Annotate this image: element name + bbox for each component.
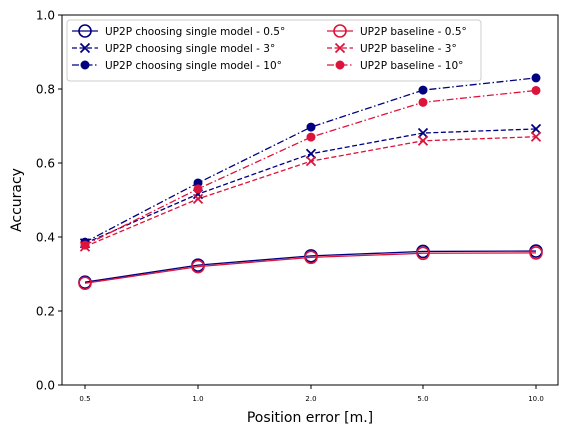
legend: UP2P choosing single model - 0.5° UP2P ch… xyxy=(66,19,482,82)
x-marker-stroke xyxy=(530,131,542,142)
data-point xyxy=(193,184,203,194)
y-tick-label: 1.0 xyxy=(36,9,55,23)
y-tick-label: 0.8 xyxy=(36,83,55,97)
data-point xyxy=(529,246,543,260)
data-point xyxy=(80,240,90,250)
x-tick-label: 2.0 xyxy=(305,395,316,403)
x-axis-label: Position error [m.] xyxy=(247,410,373,426)
y-tick-label: 0.4 xyxy=(36,231,55,245)
data-point xyxy=(306,122,316,132)
data-point xyxy=(191,259,205,274)
x-marker-stroke xyxy=(417,135,429,146)
legend-label: UP2P baseline - 10° xyxy=(360,60,463,72)
x-tick-label: 5.0 xyxy=(417,395,428,403)
x-marker-stroke xyxy=(530,123,542,135)
x-marker-stroke xyxy=(79,42,91,54)
legend-box xyxy=(66,19,482,82)
legend-entry: UP2P baseline - 3° xyxy=(327,42,457,55)
data-point xyxy=(304,250,318,265)
x-marker-stroke xyxy=(334,42,346,54)
y-tick-label: 0.2 xyxy=(36,305,55,319)
x-marker-stroke xyxy=(305,148,317,159)
legend-label: UP2P choosing single model - 0.5° xyxy=(105,26,285,38)
legend-marker xyxy=(80,60,90,70)
series-6 xyxy=(80,85,541,250)
y-axis-ticks: 0.0 0.2 0.4 0.6 0.8 1.0 xyxy=(36,9,62,393)
legend-entry: UP2P choosing single model - 0.5° xyxy=(72,24,285,38)
data-point xyxy=(416,246,430,261)
legend-entry: UP2P baseline - 10° xyxy=(327,60,463,72)
legend-entry: UP2P choosing single model - 10° xyxy=(72,60,282,72)
data-point xyxy=(192,193,204,205)
legend-marker xyxy=(333,24,347,38)
data-point xyxy=(305,156,317,167)
x-axis-ticks: 0.5 1.0 2.0 5.0 10.0 xyxy=(79,385,544,403)
legend-entry: UP2P choosing single model - 3° xyxy=(72,42,275,55)
series-4 xyxy=(78,246,543,291)
series-line xyxy=(84,89,537,246)
data-point xyxy=(417,135,429,146)
series-layer xyxy=(78,73,543,291)
data-point xyxy=(306,132,316,142)
data-point xyxy=(530,131,542,142)
legend-entry: UP2P baseline - 0.5° xyxy=(327,24,467,38)
data-point xyxy=(418,85,428,95)
data-point xyxy=(305,148,317,159)
legend-label: UP2P baseline - 3° xyxy=(360,43,457,55)
y-tick-label: 0.6 xyxy=(36,157,55,171)
legend-marker xyxy=(79,42,91,54)
x-marker-stroke xyxy=(417,127,429,139)
legend-label: UP2P choosing single model - 3° xyxy=(105,43,275,55)
data-point xyxy=(531,85,541,95)
x-tick-label: 1.0 xyxy=(192,395,203,403)
data-point xyxy=(418,97,428,107)
legend-label: UP2P baseline - 0.5° xyxy=(360,26,467,38)
x-marker-stroke xyxy=(192,193,204,205)
legend-marker xyxy=(78,24,92,38)
data-point xyxy=(417,127,429,139)
legend-marker xyxy=(335,60,345,70)
data-point xyxy=(78,276,92,291)
data-point xyxy=(530,123,542,135)
data-point xyxy=(531,73,541,83)
legend-marker xyxy=(334,42,346,54)
series-line xyxy=(84,250,537,283)
x-tick-label: 10.0 xyxy=(528,395,544,403)
series-line xyxy=(84,252,537,284)
x-marker-stroke xyxy=(305,156,317,167)
y-axis-label: Accuracy xyxy=(9,168,25,232)
x-tick-label: 0.5 xyxy=(79,395,90,403)
y-tick-label: 0.0 xyxy=(36,379,55,393)
legend-label: UP2P choosing single model - 10° xyxy=(105,60,282,72)
